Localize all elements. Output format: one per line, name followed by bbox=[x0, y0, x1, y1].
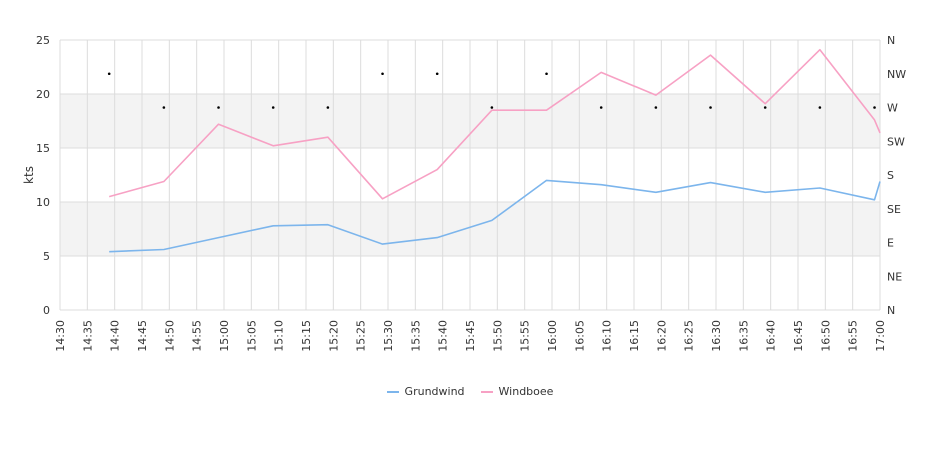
direction-markers bbox=[107, 72, 876, 109]
series-line-grundwind bbox=[109, 179, 881, 253]
x-tick-label: 15:20 bbox=[327, 320, 340, 352]
direction-marker bbox=[107, 72, 111, 76]
x-tick-label: 15:05 bbox=[245, 320, 258, 352]
x-tick-label: 14:35 bbox=[81, 320, 94, 352]
x-tick-label: 14:55 bbox=[191, 320, 204, 352]
y2-tick-label: S bbox=[887, 169, 894, 182]
series-line-windboee bbox=[108, 48, 881, 200]
direction-marker bbox=[545, 72, 548, 76]
y2-tick-label: SW bbox=[887, 135, 905, 148]
x-tick-label: 14:45 bbox=[136, 320, 149, 352]
x-tick-label: 16:30 bbox=[710, 320, 723, 352]
direction-marker bbox=[599, 106, 603, 109]
y2-tick-label: W bbox=[887, 102, 898, 115]
axis-labels: 0 5 10 15 20 25 N NE E SE S SW W NW N 14:30 14:35 14:40 14… bbox=[22, 34, 906, 352]
y-tick-label: 10 bbox=[36, 196, 50, 209]
x-tick-label: 14:50 bbox=[163, 320, 176, 352]
x-tick-label: 15:55 bbox=[519, 320, 532, 352]
x-tick-label: 16:15 bbox=[628, 320, 641, 352]
direction-marker bbox=[763, 106, 767, 109]
x-tick-label: 15:10 bbox=[273, 320, 286, 352]
x-tick-label: 15:50 bbox=[491, 320, 504, 352]
x-tick-label: 16:25 bbox=[683, 320, 696, 352]
y-tick-label: 25 bbox=[36, 34, 50, 47]
x-tick-label: 16:00 bbox=[546, 320, 559, 352]
legend-label: Grundwind bbox=[404, 385, 465, 398]
grid-lines bbox=[59, 39, 881, 311]
x-tick-label: 14:30 bbox=[54, 320, 67, 352]
y-tick-label: 0 bbox=[43, 304, 50, 317]
direction-marker bbox=[271, 106, 275, 109]
direction-marker bbox=[490, 106, 494, 109]
x-tick-label: 15:15 bbox=[300, 320, 313, 352]
y2-tick-label: NE bbox=[887, 270, 902, 283]
legend-item-windboee[interactable]: Windboee bbox=[480, 385, 554, 398]
direction-marker bbox=[435, 72, 439, 76]
direction-marker bbox=[818, 106, 822, 109]
x-tick-label: 14:40 bbox=[109, 320, 122, 352]
x-tick-label: 15:25 bbox=[355, 320, 368, 352]
direction-marker bbox=[654, 106, 658, 109]
x-tick-label: 15:45 bbox=[464, 320, 477, 352]
direction-marker bbox=[217, 106, 220, 109]
legend-label: Windboee bbox=[498, 385, 554, 398]
x-tick-label: 16:50 bbox=[819, 320, 832, 352]
y2-tick-label: N bbox=[887, 34, 895, 47]
x-tick-label: 16:55 bbox=[847, 320, 860, 352]
y2-tick-label: SE bbox=[887, 203, 901, 216]
legend-swatch bbox=[480, 390, 493, 393]
legend-swatch bbox=[386, 390, 399, 393]
x-tick-label: 16:40 bbox=[765, 320, 778, 352]
x-tick-label: 15:30 bbox=[382, 320, 395, 352]
direction-marker bbox=[381, 72, 384, 76]
x-tick-label: 16:20 bbox=[655, 320, 668, 352]
y2-tick-label: NW bbox=[887, 68, 906, 81]
direction-marker bbox=[709, 106, 712, 109]
y-tick-label: 15 bbox=[36, 142, 50, 155]
direction-marker bbox=[162, 106, 166, 109]
y-axis-label: kts bbox=[22, 166, 36, 184]
x-tick-label: 15:40 bbox=[437, 320, 450, 352]
x-tick-label: 15:35 bbox=[409, 320, 422, 352]
x-tick-label: 15:00 bbox=[218, 320, 231, 352]
x-tick-label: 16:10 bbox=[601, 320, 614, 352]
direction-marker bbox=[326, 106, 330, 109]
chart-legend: Grundwind Windboee bbox=[0, 385, 940, 398]
y-tick-label: 20 bbox=[36, 88, 50, 101]
series-lines bbox=[108, 48, 881, 253]
y-tick-label: 5 bbox=[43, 250, 50, 263]
direction-marker bbox=[873, 106, 876, 109]
y2-tick-label: N bbox=[887, 304, 895, 317]
x-tick-label: 16:45 bbox=[792, 320, 805, 352]
x-tick-label: 17:00 bbox=[874, 320, 887, 352]
x-tick-label: 16:35 bbox=[737, 320, 750, 352]
x-tick-label: 16:05 bbox=[573, 320, 586, 352]
legend-item-grundwind[interactable]: Grundwind bbox=[386, 385, 465, 398]
y2-tick-label: E bbox=[887, 237, 894, 250]
